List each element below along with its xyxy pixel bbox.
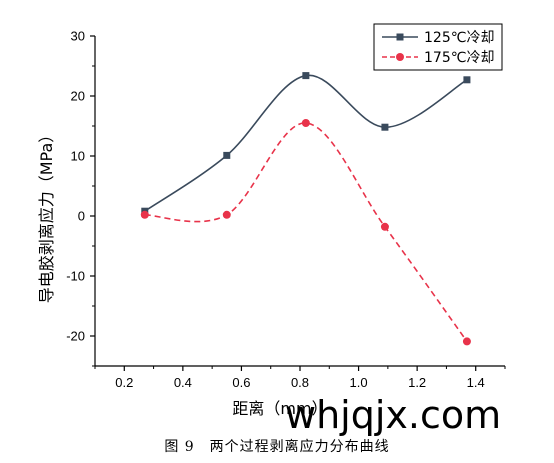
legend: 125℃冷却 175℃冷却 (373, 23, 503, 71)
x-tick-label: 1.0 (350, 375, 368, 390)
x-tick-label: 0.8 (291, 375, 309, 390)
y-tick-label: 10 (71, 149, 85, 164)
y-tick-label: -20 (66, 329, 85, 344)
x-tick-label: 0.4 (174, 375, 192, 390)
data-point-circle (301, 119, 310, 127)
data-point-circle (380, 222, 389, 231)
legend-marker-circle (396, 53, 404, 61)
data-point-square (302, 72, 310, 80)
x-tick-label: 1.4 (467, 375, 485, 390)
x-axis-title: 距离（mm） (232, 399, 327, 418)
watermark: whjqjx.com (285, 393, 502, 437)
series-line-1 (144, 74, 468, 212)
y-tick-label: 30 (71, 29, 85, 44)
y-axis-title: 导电胶剥离应力（MPa） (37, 127, 56, 304)
data-point-circle (222, 210, 231, 219)
data-point-circle (462, 337, 471, 346)
x-tick-label: 1.2 (408, 375, 426, 390)
figure-caption: 图 9 两个过程剥离应力分布曲线 (164, 439, 390, 455)
x-tick-label: 0.2 (115, 375, 133, 390)
legend-marker-square (396, 33, 404, 41)
plot-frame (94, 36, 505, 367)
legend-box (373, 23, 503, 71)
legend-label-1: 125℃冷却 (424, 30, 494, 46)
x-axis-ticks: 0.2 0.4 0.6 0.8 1.0 1.2 1.4 (94, 366, 506, 390)
y-tick-label: 20 (71, 89, 85, 104)
data-point-square (381, 123, 389, 131)
legend-label-2: 175℃冷却 (424, 50, 494, 66)
x-tick-label: 0.6 (232, 375, 250, 390)
data-point-square (463, 76, 471, 84)
y-tick-label: 0 (78, 209, 85, 224)
data-point-circle (140, 210, 149, 219)
series-layer (140, 72, 471, 346)
y-tick-label: -10 (66, 269, 85, 284)
data-point-square (223, 151, 231, 159)
series-line-2 (144, 122, 468, 342)
y-axis-ticks: 30 20 10 0 -10 -20 (66, 29, 95, 367)
